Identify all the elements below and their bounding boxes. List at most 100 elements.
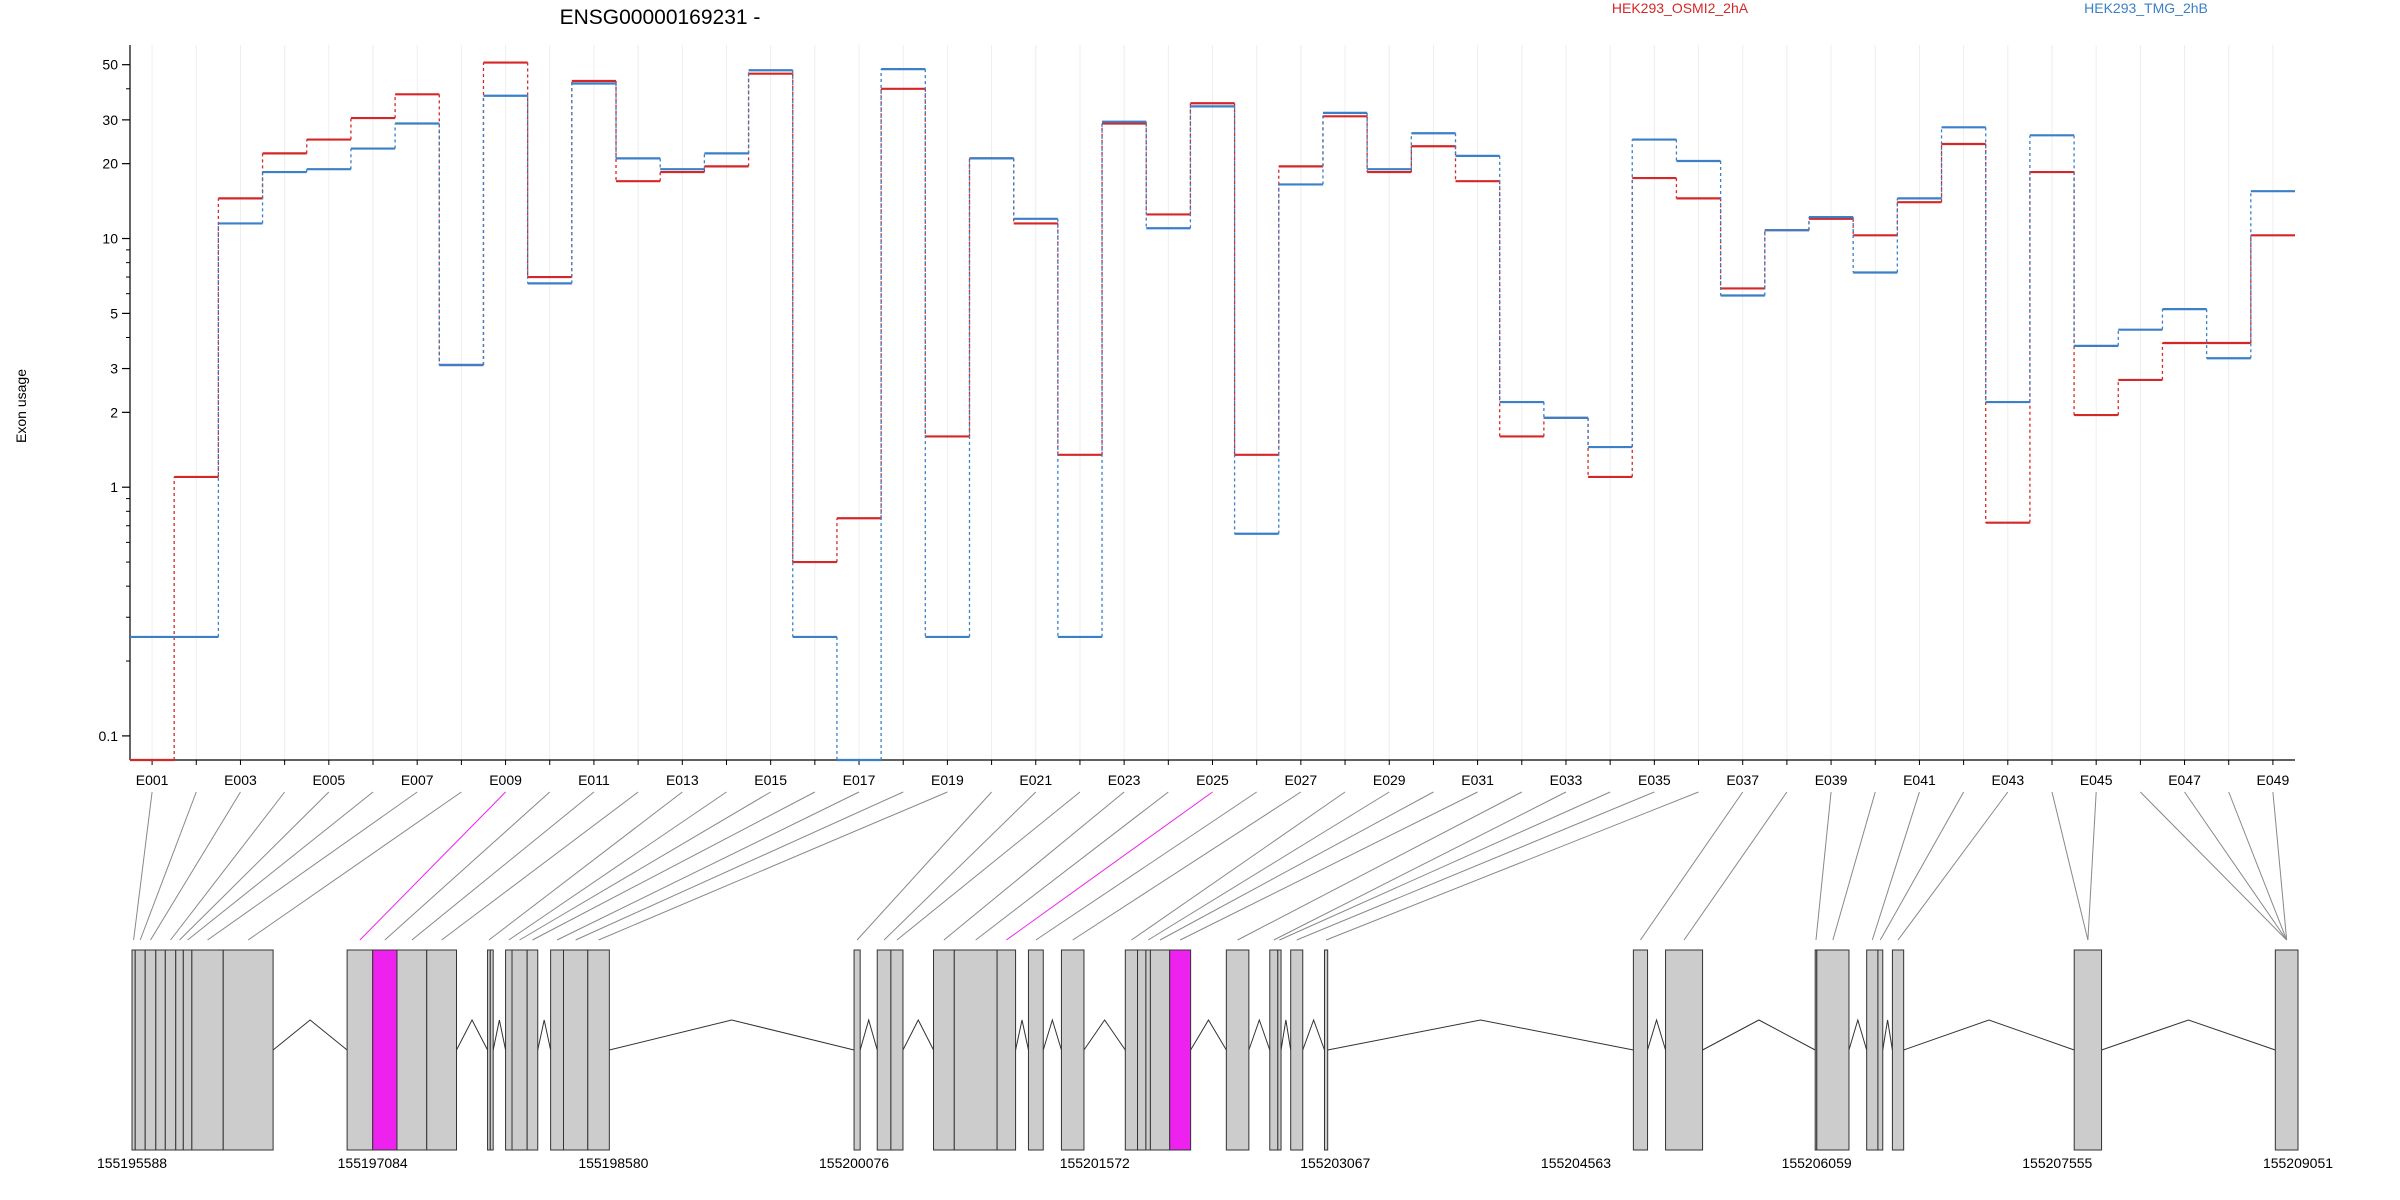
exon-connector: [2140, 791, 2288, 941]
genomic-tick-label: 155209051: [2263, 1155, 2333, 1171]
exon-connector: [1273, 791, 1567, 941]
x-tick-label: E019: [931, 772, 964, 788]
exon-connector: [2051, 791, 2089, 941]
exon-box: [426, 949, 458, 1151]
exon-connector: [1897, 791, 2009, 941]
x-tick-label: E043: [1991, 772, 2024, 788]
exon-box: [933, 949, 955, 1151]
series-1: [130, 68, 2295, 762]
x-tick-label: E041: [1903, 772, 1936, 788]
exon-box: [511, 949, 528, 1151]
y-axis-label: Exon usage: [13, 369, 29, 443]
intron-line: [1280, 1019, 1292, 1051]
x-tick-label: E049: [2257, 772, 2290, 788]
exon-connector: [508, 791, 727, 941]
exon-box: [182, 949, 193, 1151]
exon-box: [505, 949, 513, 1151]
x-tick-label: E025: [1196, 772, 1229, 788]
exon-box: [953, 949, 998, 1151]
exon-box: [1225, 949, 1250, 1151]
genomic-tick-label: 155206059: [1782, 1155, 1852, 1171]
x-tick-label: E013: [666, 772, 699, 788]
exon-connector: [170, 791, 286, 941]
exon-connector: [150, 791, 241, 941]
exon-box: [155, 949, 166, 1151]
chart-title: ENSG00000169231 -: [560, 6, 761, 29]
genomic-tick-label: 155204563: [1541, 1155, 1611, 1171]
intron-line: [1042, 1018, 1062, 1051]
x-tick-label: E047: [2168, 772, 2201, 788]
exon-box: [2274, 949, 2299, 1151]
exon-connector: [1237, 791, 1523, 941]
exon-box: [890, 949, 904, 1151]
exon-box: [1269, 949, 1279, 1151]
exon-connector: [532, 791, 816, 941]
x-tick-label: E001: [136, 772, 169, 788]
x-tick-label: E009: [489, 772, 522, 788]
exon-box: [1816, 949, 1850, 1151]
exon-connector: [179, 791, 330, 941]
exon-box: [1124, 949, 1139, 1151]
x-tick-label: E003: [224, 772, 257, 788]
intron-line: [1302, 1018, 1325, 1051]
genomic-tick-label: 155200076: [819, 1155, 889, 1171]
exon-box: [1632, 949, 1649, 1151]
exon-connector: [1325, 791, 1699, 941]
y-tick-label: 3: [110, 361, 118, 377]
x-tick-label: E011: [578, 772, 610, 788]
exon-box: [1027, 949, 1044, 1151]
intron-line: [456, 1018, 489, 1051]
exon-box: [853, 949, 861, 1151]
intron-line: [1882, 1019, 1893, 1051]
x-tick-label: E033: [1550, 772, 1583, 788]
exon-box: [876, 949, 892, 1151]
intron-line: [2101, 1019, 2276, 1051]
genomic-tick-label: 155198580: [578, 1155, 648, 1171]
y-tick-label: 2: [110, 404, 118, 420]
intron-line: [859, 1018, 878, 1051]
exon-box: [346, 949, 374, 1151]
exon-box: [1290, 949, 1304, 1151]
legend-entry-tmg: HEK293_TMG_2hB: [2084, 0, 2208, 16]
exon-connectors: [133, 791, 2288, 941]
y-tick-label: 5: [110, 305, 118, 321]
exon-box: [1323, 949, 1329, 1151]
exon-connector: [519, 791, 771, 941]
x-tick-label: E031: [1461, 772, 1494, 788]
y-tick-label: 1: [110, 479, 118, 495]
exon-box-highlighted: [372, 949, 398, 1151]
exon-box: [1277, 949, 1282, 1151]
exon-box: [396, 949, 428, 1151]
x-tick-label: E017: [843, 772, 876, 788]
exon-connector: [856, 791, 992, 941]
genomic-tick-label: 155195588: [97, 1155, 167, 1171]
intron-line: [1702, 1019, 1816, 1051]
exon-connector: [441, 791, 639, 941]
intron-line: [1647, 1018, 1667, 1051]
x-tick-label: E045: [2080, 772, 2113, 788]
exon-connector: [187, 791, 374, 941]
genomic-tick-label: 155207555: [2022, 1155, 2092, 1171]
exon-box: [1149, 949, 1171, 1151]
exon-box: [489, 949, 494, 1151]
exon-connector: [598, 791, 948, 941]
intron-line: [1903, 1019, 2075, 1051]
gridlines: [151, 45, 2274, 760]
exon-connector: [896, 791, 1081, 941]
legend-entry-osmi2: HEK293_OSMI2_2hA: [1612, 0, 1749, 16]
exon-connector: [1072, 791, 1302, 941]
exon-connector: [575, 791, 904, 941]
exon-box-highlighted: [1169, 949, 1192, 1151]
y-tick-label: 20: [102, 156, 118, 172]
exon-connector: [1879, 791, 1965, 941]
exon-box: [134, 949, 146, 1151]
exon-box: [191, 949, 224, 1151]
exon-connector: [1159, 791, 1434, 941]
intron-line: [1248, 1018, 1271, 1051]
exon-connector: [1683, 791, 1788, 941]
x-tick-label: E021: [1019, 772, 1052, 788]
exon-connector: [2087, 791, 2097, 941]
y-tick-label: 10: [102, 231, 118, 247]
intron-line: [1327, 1019, 1634, 1051]
